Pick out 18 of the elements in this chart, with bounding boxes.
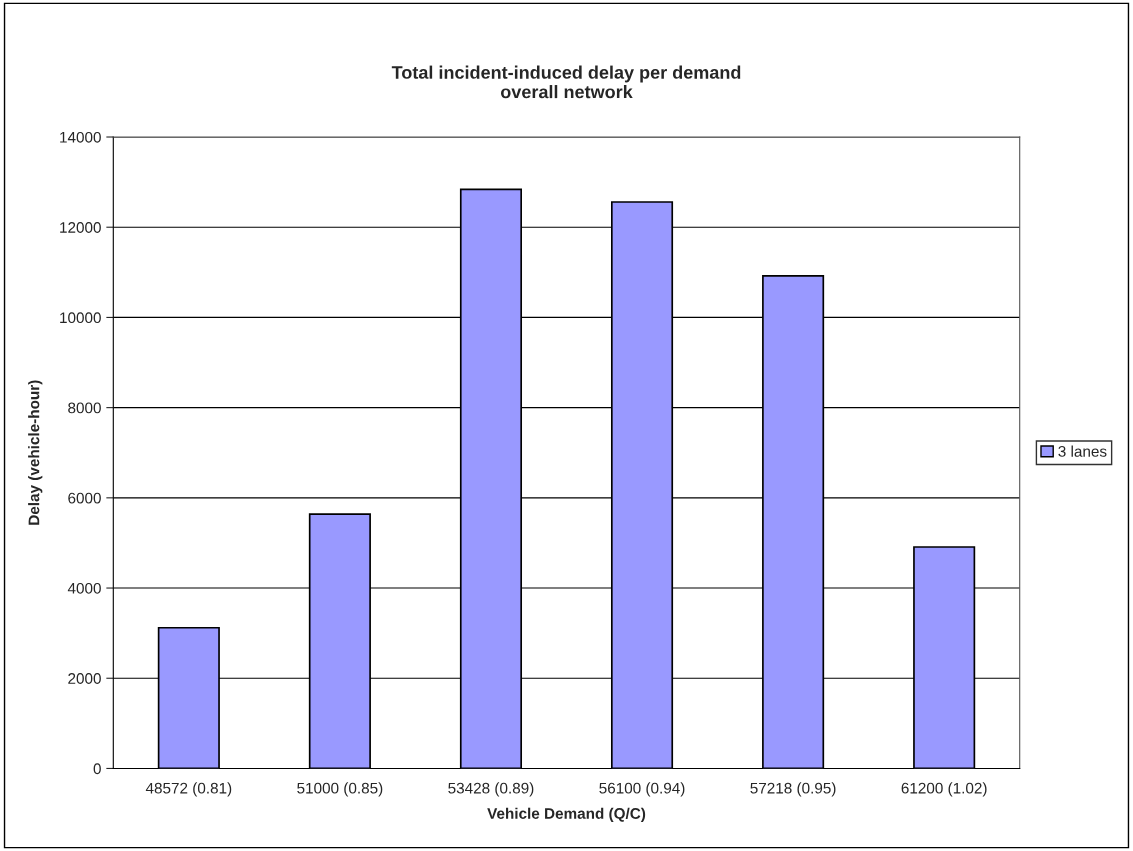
x-tick-label: 48572 (0.81)	[145, 782, 232, 797]
x-tick-label: 53428 (0.89)	[448, 782, 534, 797]
chart-title: Total incident-induced delay per demand overall network	[391, 65, 741, 99]
y-tick-label: 14000	[60, 131, 101, 143]
y-tick-label: 4000	[67, 582, 101, 594]
y-tick-label: 6000	[68, 492, 101, 504]
x-tick-label: 61200 (1.02)	[901, 782, 987, 797]
x-tick-label: 51000 (0.85)	[297, 782, 383, 797]
x-tick-label: 56100 (0.94)	[599, 782, 685, 797]
y-tick-label: 12000	[60, 222, 101, 233]
legend-label: 3 lanes	[1058, 445, 1107, 457]
y-axis-title: Delay (vehicle-hour)	[28, 380, 43, 525]
y-tick-label: 10000	[60, 312, 101, 324]
x-tick-label: 57218 (0.95)	[750, 782, 836, 797]
y-tick-label: 2000	[68, 673, 101, 684]
y-tick-label: 0	[93, 763, 101, 775]
y-tick-label: 8000	[68, 402, 101, 414]
x-axis-title: Vehicle Demand (Q/C)	[487, 807, 646, 822]
